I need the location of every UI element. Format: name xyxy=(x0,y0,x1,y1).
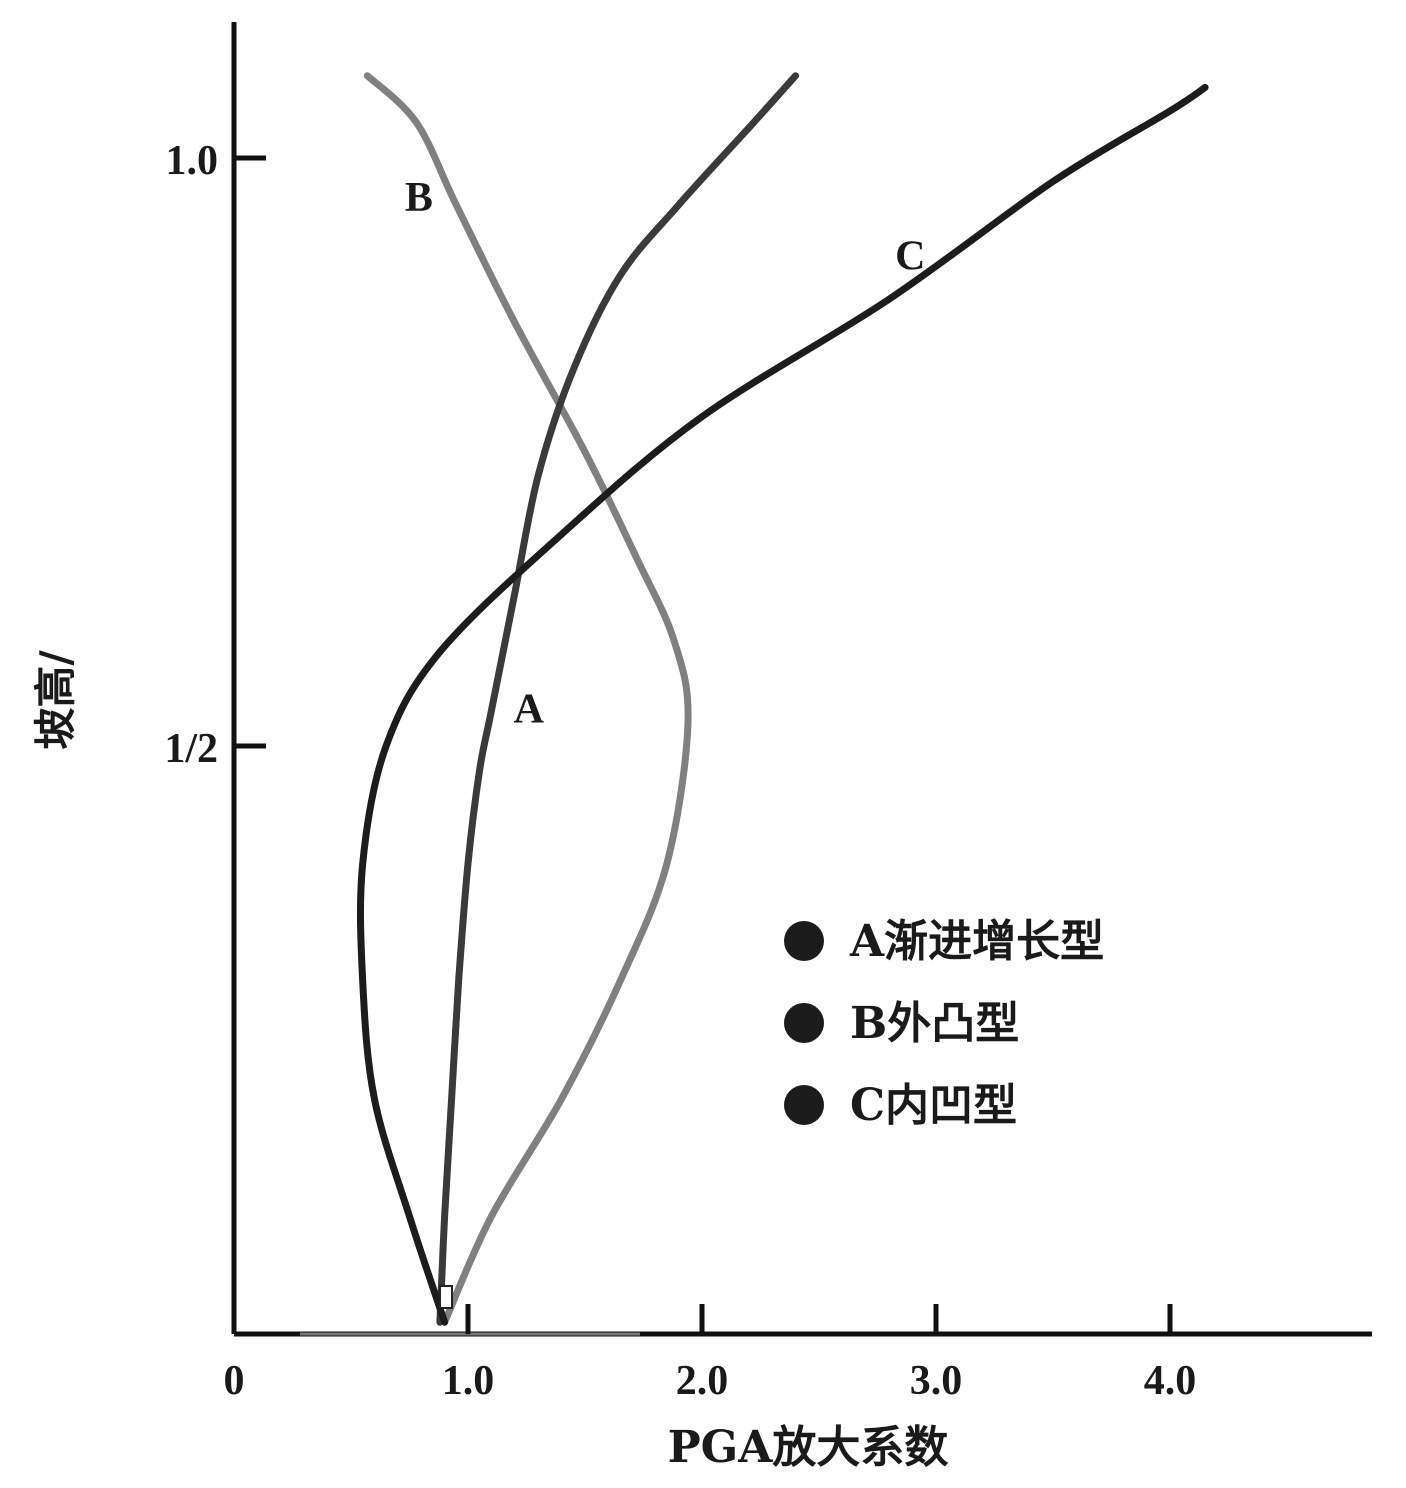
axes: 0 1.0 2.0 3.0 4.0 1/2 1.0 PGA放大系数 坡高/ xyxy=(31,22,1372,1473)
legend-label: C内凹型 xyxy=(850,1080,1017,1131)
labels-layer: A B C xyxy=(405,175,926,733)
legend: A渐进增长型 B外凸型 C内凹型 xyxy=(784,916,1104,1131)
legend-label: A渐进增长型 xyxy=(849,916,1104,967)
y-axis-title: 坡高/ xyxy=(31,650,80,750)
legend-marker xyxy=(784,921,824,961)
y-tick-label: 1.0 xyxy=(166,138,219,184)
series-line-c xyxy=(356,83,1209,1326)
series-label-c: C xyxy=(895,234,925,280)
legend-label: B外凸型 xyxy=(850,998,1019,1049)
x-tick-label: 0 xyxy=(224,1358,245,1404)
series-label-b: B xyxy=(405,175,433,221)
x-tick-label: 3.0 xyxy=(910,1358,963,1404)
x-tick-label: 2.0 xyxy=(676,1358,729,1404)
legend-marker xyxy=(784,1003,824,1043)
series-label-a: A xyxy=(514,686,545,732)
series-layer xyxy=(356,72,1209,1326)
x-tick-label: 4.0 xyxy=(1144,1358,1197,1404)
x-tick-label: 1.0 xyxy=(442,1358,495,1404)
y-tick-label: 1/2 xyxy=(164,726,218,772)
x-axis-title: PGA放大系数 xyxy=(668,1422,949,1473)
series-line-b xyxy=(363,72,692,1326)
series-line-a xyxy=(436,72,800,1326)
legend-marker xyxy=(784,1085,824,1125)
origin-marker xyxy=(439,1285,453,1309)
